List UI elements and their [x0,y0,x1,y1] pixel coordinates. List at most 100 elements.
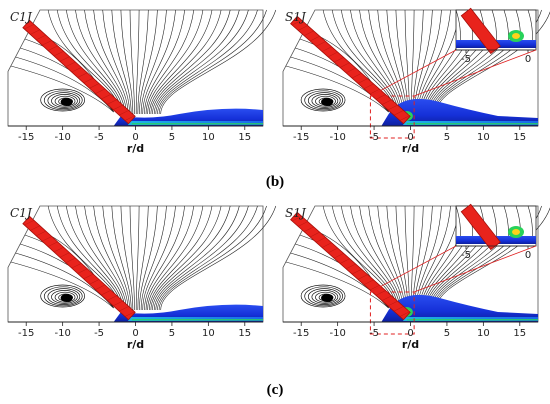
vortex-ring [311,290,339,304]
jet-hatch [357,274,368,280]
x-tick-label: -15 [18,328,34,339]
streamline [147,9,204,115]
jet-hatch [83,77,94,84]
x-axis-label: r/d [127,142,144,155]
vortex-core [60,98,73,106]
jet-hatch [101,290,112,296]
streamline [75,9,125,115]
captions-group: (b) (c) [266,174,284,398]
vortex-ring [40,88,85,112]
streamline [142,205,176,311]
x-tick-label: 0 [407,328,413,339]
vortex-ring [43,286,83,307]
vortex-ring [54,291,76,303]
jet-hatch [53,247,64,253]
streamline [84,9,127,115]
x-tick-label: 10 [202,328,215,339]
streamline [111,9,132,115]
jet-hatch [345,67,356,74]
jet-hatch [387,300,398,307]
zoom-box [369,291,415,335]
streamline [93,205,129,311]
jet-hatch [345,263,356,270]
jet-hatch [309,35,320,42]
jet-hatch [321,242,332,248]
jet-hatch [36,230,46,237]
x-axis-label: r/d [127,338,144,351]
jet-hatch [59,56,70,62]
vortex-ring [43,90,83,111]
streamline [137,9,149,115]
streamline [147,205,204,311]
x-tick-label: 0 [132,132,138,143]
vortex-ring [54,95,76,107]
jet-hatch [47,45,58,51]
jet-hatch [77,72,88,78]
streamline [145,9,195,115]
jet-hatch [41,40,52,46]
inset-hotspot-core [512,229,520,235]
x-tick-label: 5 [169,132,175,143]
jet-hatch [124,115,135,121]
vortex-ring [311,94,339,108]
streamline [157,205,258,311]
inset-connector [370,245,457,293]
streamline [144,205,185,311]
x-tick-label: 5 [444,328,450,339]
streamlines [10,9,277,115]
x-tick-label: -15 [293,132,309,143]
jet-hatch [118,306,129,312]
streamline [102,9,130,115]
jet-body [22,215,136,321]
panel-b-s1j: -15 -10 -5 0 5 10 15 r/d S1J -5 0 [282,7,550,155]
x-tick-label: 10 [202,132,215,143]
inset-connector [414,49,537,97]
x-tick-label: -5 [94,328,104,339]
inset-ticks: -5 0 [461,246,531,261]
jet-hatch [118,110,129,116]
jet-hatch [65,61,76,67]
jet-hatch [24,220,35,226]
vortex-ring [40,284,85,308]
jet-hatch [351,269,362,275]
streamline [75,205,125,311]
streamline [129,205,135,311]
streamline [102,205,130,311]
jet-hatch [71,263,82,269]
streamline [155,9,249,115]
zoom-box [369,95,415,139]
vortex [300,284,346,308]
jet-hatch [399,115,410,121]
x-tick-label: 10 [477,132,490,143]
x-tick-label: -10 [54,328,70,339]
vortex-ring [51,94,78,108]
inset-tick-label: 0 [525,54,531,65]
jet-hatch [291,216,302,222]
streamline [155,205,249,311]
jet-hatch [303,30,314,36]
panel-title: S1J [285,10,307,24]
streamline [139,9,158,115]
streamline [120,205,134,311]
panel-title: C1J [10,10,33,24]
streamline [140,205,167,311]
x-tick-label: -10 [54,132,70,143]
jet-hatch [375,94,386,100]
inset-ticks: -5 0 [461,50,531,65]
inset-connector [370,49,457,97]
vortex-ring [47,92,81,109]
jet-hatch [30,29,41,35]
streamlines [10,205,277,311]
vortex-ring [51,290,78,304]
x-tick-label: -5 [94,132,104,143]
x-tick-label: 10 [477,328,490,339]
x-axis-label: r/d [402,338,419,351]
inset-connector [414,245,537,293]
jet-hatch [393,110,404,116]
x-tick-label: 15 [513,328,526,339]
vortex-ring [47,288,81,305]
jet-hatch [333,253,344,259]
jet-hatch [363,83,374,89]
streamline [129,9,135,115]
inset: -5 0 [455,203,537,261]
